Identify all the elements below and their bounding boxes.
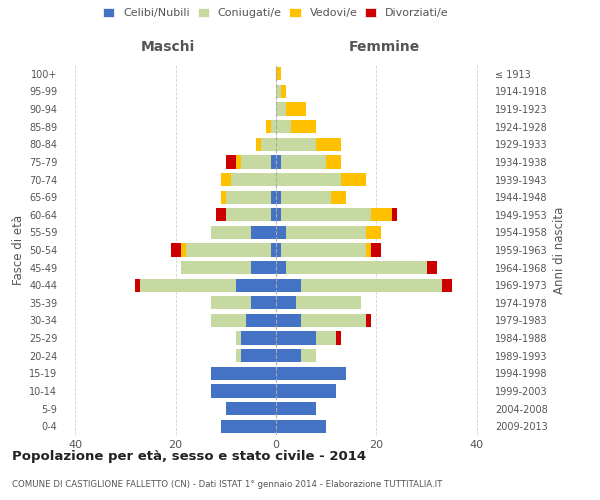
Bar [226,190,271,204]
Bar [185,244,271,256]
Bar [236,156,241,168]
Bar [276,190,281,204]
Bar [251,226,276,239]
Bar [276,156,281,168]
Bar [236,278,276,292]
Bar [231,173,276,186]
Bar [371,208,392,222]
Bar [261,138,276,151]
Bar [276,102,286,116]
Bar [226,208,271,222]
Text: Femmine: Femmine [349,40,419,54]
Bar [271,156,276,168]
Y-axis label: Fasce di età: Fasce di età [11,215,25,285]
Bar [276,296,296,310]
Bar [211,226,251,239]
Bar [221,420,276,433]
Bar [276,173,341,186]
Bar [246,314,276,327]
Bar [221,173,231,186]
Bar [316,332,336,344]
Bar [276,138,316,151]
Bar [276,314,301,327]
Bar [276,384,336,398]
Bar [271,244,276,256]
Bar [241,156,271,168]
Bar [367,314,371,327]
Bar [136,278,140,292]
Bar [276,67,281,80]
Bar [211,384,276,398]
Bar [301,278,442,292]
Bar [276,349,301,362]
Bar [286,261,427,274]
Bar [281,85,286,98]
Bar [276,120,291,134]
Bar [367,244,371,256]
Bar [392,208,397,222]
Bar [236,349,241,362]
Bar [301,349,316,362]
Bar [281,244,367,256]
Bar [276,402,316,415]
Bar [367,226,382,239]
Bar [281,156,326,168]
Bar [211,366,276,380]
Bar [276,278,301,292]
Bar [271,190,276,204]
Bar [221,190,226,204]
Bar [216,208,226,222]
Bar [281,190,331,204]
Text: Popolazione per età, sesso e stato civile - 2014: Popolazione per età, sesso e stato civil… [12,450,366,463]
Bar [226,402,276,415]
Bar [276,226,286,239]
Bar [286,226,367,239]
Bar [427,261,437,274]
Bar [341,173,367,186]
Bar [271,208,276,222]
Bar [236,332,241,344]
Bar [326,156,341,168]
Bar [371,244,382,256]
Bar [271,120,276,134]
Bar [286,102,306,116]
Bar [281,208,371,222]
Text: COMUNE DI CASTIGLIONE FALLETTO (CN) - Dati ISTAT 1° gennaio 2014 - Elaborazione : COMUNE DI CASTIGLIONE FALLETTO (CN) - Da… [12,480,442,489]
Bar [276,244,281,256]
Bar [241,332,276,344]
Text: Maschi: Maschi [141,40,195,54]
Bar [291,120,316,134]
Y-axis label: Anni di nascita: Anni di nascita [553,206,566,294]
Bar [251,296,276,310]
Bar [276,85,281,98]
Bar [296,296,361,310]
Bar [276,420,326,433]
Bar [251,261,276,274]
Bar [331,190,346,204]
Bar [181,261,251,274]
Bar [181,244,185,256]
Bar [170,244,181,256]
Bar [211,314,246,327]
Bar [276,208,281,222]
Bar [276,366,346,380]
Bar [211,296,251,310]
Bar [301,314,367,327]
Bar [266,120,271,134]
Bar [442,278,452,292]
Bar [226,156,236,168]
Bar [140,278,236,292]
Bar [336,332,341,344]
Bar [241,349,276,362]
Legend: Celibi/Nubili, Coniugati/e, Vedovi/e, Divorziati/e: Celibi/Nubili, Coniugati/e, Vedovi/e, Di… [101,6,451,20]
Bar [276,261,286,274]
Bar [316,138,341,151]
Bar [276,332,316,344]
Bar [256,138,261,151]
